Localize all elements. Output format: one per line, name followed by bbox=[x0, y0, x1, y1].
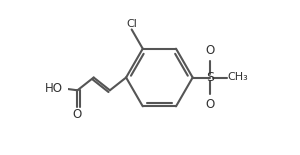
Text: S: S bbox=[206, 71, 214, 84]
Text: O: O bbox=[205, 44, 214, 57]
Text: O: O bbox=[73, 108, 82, 121]
Text: Cl: Cl bbox=[126, 19, 137, 29]
Text: O: O bbox=[205, 98, 214, 111]
Text: CH₃: CH₃ bbox=[228, 73, 248, 82]
Text: HO: HO bbox=[45, 82, 63, 95]
